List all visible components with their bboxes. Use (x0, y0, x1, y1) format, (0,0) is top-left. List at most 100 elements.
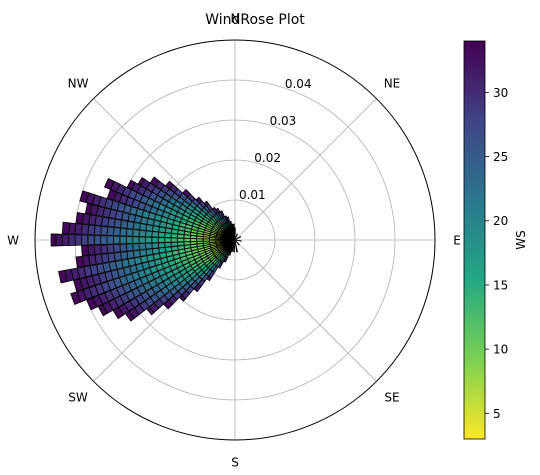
windrose-bar-segment (138, 242, 147, 251)
windrose-bar-segment (126, 179, 136, 190)
windrose-bar-segment (132, 229, 140, 237)
windrose-bar-segment (151, 242, 160, 249)
radial-tick-label: 0.01 (239, 188, 266, 202)
windrose-bar-segment (68, 222, 77, 235)
windrose-bar-segment (226, 216, 231, 223)
windrose-bar-segment (234, 233, 238, 241)
colorbar-tick-label: 10 (493, 343, 508, 357)
windrose-bar-segment (100, 225, 109, 236)
windrose-bar-segment (164, 232, 172, 239)
windrose-bar-segment (119, 227, 128, 237)
colorbar-ticks: 5 10 15 20 25 30 (485, 86, 508, 421)
windrose-bar-segment (164, 246, 173, 253)
windrose-bar-segment (61, 233, 70, 247)
windrose-bar-segment (145, 236, 153, 244)
windrose-bar-segment (100, 235, 108, 245)
grid-spoke (234, 239, 377, 382)
windrose-bar-segment (203, 200, 210, 207)
windrose-bar-segment (182, 188, 192, 198)
colorbar-tick-label: 15 (493, 278, 508, 292)
windrose-bar-segment (125, 311, 135, 322)
windrose-bar-segment (183, 237, 191, 243)
windrose-bar-segment (50, 233, 57, 247)
colorbar (463, 40, 486, 440)
windrose-bar-segment (75, 212, 85, 225)
direction-label-ne: NE (384, 77, 401, 91)
windrose-bar-segment (74, 223, 83, 235)
windrose-bar-segment (73, 278, 84, 292)
windrose-bar-segment (177, 237, 185, 243)
direction-label-s: S (231, 456, 239, 470)
windrose-bar-segment (195, 196, 203, 204)
direction-label-sw: SW (68, 390, 88, 404)
colorbar-tick-label: 20 (493, 214, 508, 228)
windrose-bar-segment (158, 247, 167, 254)
windrose-bar-segment (138, 229, 147, 238)
windrose-bar-segment (74, 234, 82, 246)
windrose-bar-segment (149, 176, 160, 187)
windrose-bar-segment (81, 244, 90, 257)
windrose-bar-segment (113, 227, 121, 237)
windrose-bar-segment (137, 176, 146, 186)
windrose-bar-segment (113, 235, 121, 245)
direction-label-w: W (7, 234, 19, 248)
windrose-bars (50, 176, 242, 322)
windrose-bar-segment (112, 306, 124, 320)
windrose-bar-segment (81, 234, 89, 246)
windrose-bar-segment (157, 231, 166, 238)
windrose-bar-segment (87, 224, 96, 236)
windrose-bar-segment (104, 177, 115, 190)
windrose-bar-segment (93, 225, 102, 236)
radial-tick-label: 0.02 (254, 151, 281, 165)
windrose-bar-segment (235, 245, 238, 253)
windrose-bar-segment (75, 255, 85, 268)
windrose-bar-segment (183, 241, 191, 246)
windrose-bar-segment (119, 243, 128, 253)
windrose-bar-segment (170, 241, 179, 248)
colorbar-tick-label: 30 (493, 86, 508, 100)
windrose-bar-segment (234, 227, 236, 235)
windrose-bar-segment (84, 202, 93, 215)
windrose-bar-segment (215, 207, 221, 214)
windrose-bar-segment (234, 236, 242, 241)
windrose-bar-segment (234, 239, 242, 242)
windrose-bar-segment (177, 241, 185, 247)
windrose-bar-segment (165, 180, 174, 190)
windrose-bar-segment (55, 233, 63, 247)
windrose-bar-segment (211, 206, 219, 215)
windrose-bar-segment (58, 269, 68, 284)
windrose-bar-segment (189, 240, 198, 246)
windrose-bar-segment (157, 237, 166, 243)
windrose-bar-segment (164, 241, 172, 248)
windrose-bar-segment (106, 226, 115, 236)
windrose-bar-segment (145, 230, 153, 238)
windrose-bar-segment (219, 210, 226, 218)
windrose-bar-segment (132, 243, 140, 251)
grid-spoke (234, 98, 377, 241)
windrose-bar-segment (145, 242, 153, 250)
windrose-bar-segment (68, 234, 76, 246)
windrose-bar-segment (125, 228, 134, 237)
windrose-bar-segment (125, 243, 134, 252)
windrose-bar-segment (86, 297, 98, 311)
windrose-bar-segment (93, 234, 102, 246)
windrose-bar-segment (125, 235, 134, 245)
windrose-bar-segment (151, 247, 160, 255)
windrose-bar-segment (164, 237, 172, 243)
windrose-bar-segment (232, 223, 235, 228)
colorbar-label: WS (514, 230, 528, 249)
direction-labels: N NE E SE S SW W NW (7, 12, 461, 470)
windrose-bar-segment (224, 215, 229, 223)
windrose-bar-segment (100, 244, 109, 255)
windrose-bar-segment (233, 245, 236, 253)
colorbar-tick-label: 25 (493, 150, 508, 164)
windrose-bar-segment (87, 244, 96, 256)
windrose-bar-segment (234, 239, 240, 246)
windrose-bar-segment (93, 244, 102, 255)
chart-title: WindRose Plot (205, 12, 305, 28)
windrose-bar-segment (151, 236, 159, 244)
windrose-bar-segment (61, 221, 70, 235)
windrose-bar-segment (106, 244, 115, 254)
direction-label-e: E (453, 234, 461, 248)
windrose-bar-segment (157, 242, 166, 249)
